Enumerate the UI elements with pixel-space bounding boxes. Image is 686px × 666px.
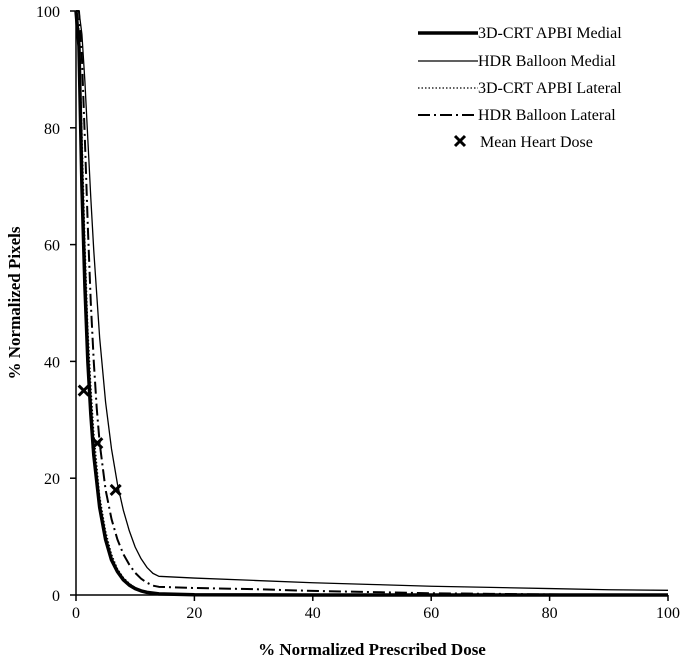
x-tick-label-3: 60 xyxy=(423,605,439,622)
x-axis-title: % Normalized Prescribed Dose xyxy=(258,640,486,659)
series-layer xyxy=(74,10,669,597)
mean-heart-dose-marker-2 xyxy=(109,483,122,496)
series-line-2 xyxy=(75,10,668,596)
x-tick-layer: 0 20 40 60 80 100 xyxy=(72,595,680,622)
y-tick-label-5: 100 xyxy=(36,4,60,21)
x-tick-label-4: 80 xyxy=(542,605,558,622)
y-tick-label-4: 80 xyxy=(44,121,60,138)
series-line-1 xyxy=(76,10,669,591)
x-tick-label-0: 0 xyxy=(72,605,80,622)
legend: 3D-CRT APBI Medial HDR Balloon Medial 3D… xyxy=(418,25,622,151)
y-tick-label-2: 40 xyxy=(44,354,60,371)
marker-layer xyxy=(77,384,122,496)
y-tick-label-3: 60 xyxy=(44,238,60,255)
mean-heart-dose-marker-0 xyxy=(77,384,90,397)
series-line-0 xyxy=(74,10,668,597)
legend-label-hdr-lateral: HDR Balloon Lateral xyxy=(478,107,616,124)
y-axis-title: % Normalized Pixels xyxy=(5,226,24,379)
legend-label-mean-heart-dose: Mean Heart Dose xyxy=(480,134,593,151)
x-tick-label-5: 100 xyxy=(656,605,680,622)
legend-label-hdr-medial: HDR Balloon Medial xyxy=(478,53,616,70)
legend-marker-mean-heart-dose xyxy=(453,134,467,148)
legend-label-3d-crt-medial: 3D-CRT APBI Medial xyxy=(478,25,622,42)
series-line-3 xyxy=(76,10,669,596)
y-tick-label-0: 0 xyxy=(52,588,60,605)
x-tick-label-1: 20 xyxy=(186,605,202,622)
y-tick-layer: 0 20 40 60 80 100 xyxy=(36,4,76,605)
y-tick-label-1: 20 xyxy=(44,471,60,488)
x-tick-label-2: 40 xyxy=(305,605,321,622)
legend-label-3d-crt-lateral: 3D-CRT APBI Lateral xyxy=(478,80,622,97)
mean-heart-dose-marker-1 xyxy=(91,437,104,450)
